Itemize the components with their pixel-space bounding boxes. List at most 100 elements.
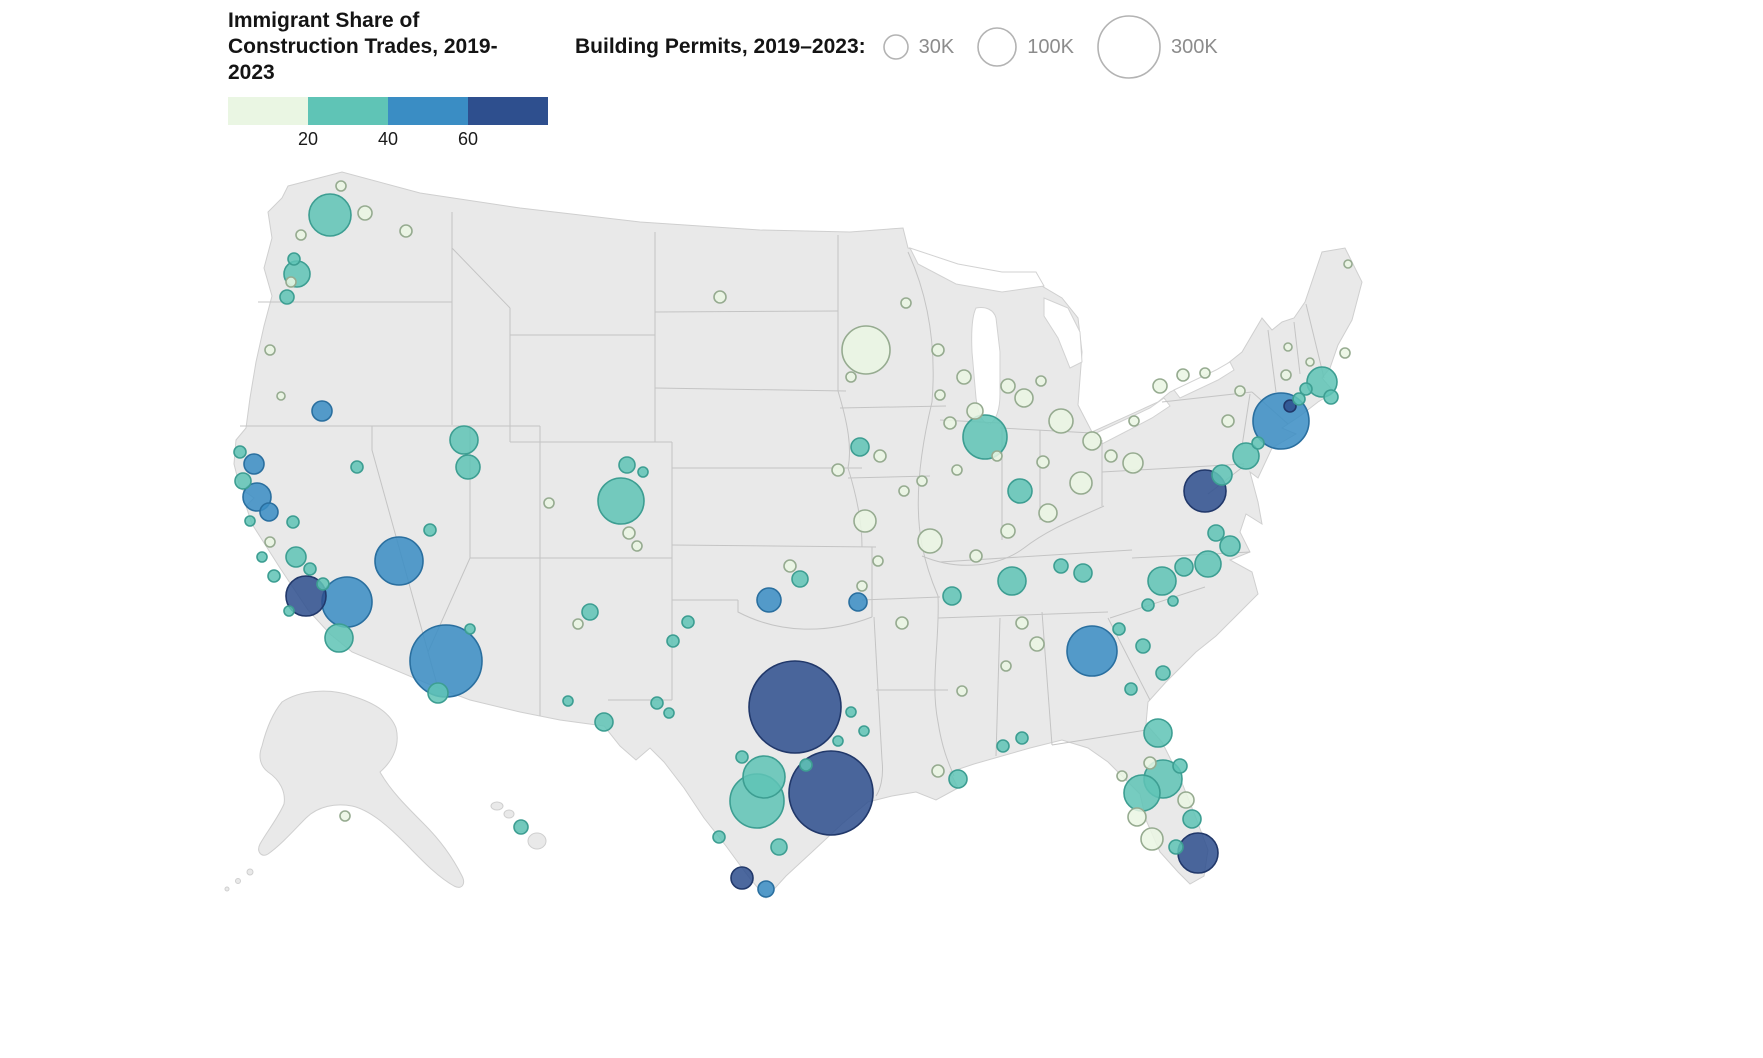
metro-bubble[interactable]	[339, 810, 351, 822]
metro-bubble[interactable]	[1211, 464, 1233, 486]
metro-bubble[interactable]	[895, 616, 909, 630]
metro-bubble[interactable]	[631, 540, 643, 552]
metro-bubble[interactable]	[1207, 524, 1225, 542]
metro-bubble[interactable]	[637, 466, 649, 478]
metro-bubble[interactable]	[850, 437, 870, 457]
metro-bubble[interactable]	[259, 502, 279, 522]
metro-bubble[interactable]	[1104, 449, 1118, 463]
metro-bubble[interactable]	[1167, 595, 1179, 607]
metro-bubble[interactable]	[650, 696, 664, 710]
metro-bubble[interactable]	[845, 706, 857, 718]
metro-bubble[interactable]	[285, 546, 307, 568]
metro-bubble[interactable]	[856, 580, 868, 592]
metro-bubble[interactable]	[1000, 523, 1016, 539]
metro-bubble[interactable]	[1172, 758, 1188, 774]
metro-bubble[interactable]	[1122, 452, 1144, 474]
metro-bubble[interactable]	[1036, 455, 1050, 469]
metro-bubble[interactable]	[622, 526, 636, 540]
metro-bubble[interactable]	[858, 725, 870, 737]
metro-bubble[interactable]	[285, 575, 327, 617]
metro-bubble[interactable]	[316, 577, 330, 591]
metro-bubble[interactable]	[264, 344, 276, 356]
metro-bubble[interactable]	[681, 615, 695, 629]
metro-bubble[interactable]	[1147, 566, 1177, 596]
metro-bubble[interactable]	[942, 586, 962, 606]
metro-bubble[interactable]	[264, 536, 276, 548]
metro-bubble[interactable]	[735, 750, 749, 764]
metro-bubble[interactable]	[791, 570, 809, 588]
metro-bubble[interactable]	[1015, 731, 1029, 745]
metro-bubble[interactable]	[770, 838, 788, 856]
metro-bubble[interactable]	[572, 618, 584, 630]
metro-bubble[interactable]	[742, 755, 786, 799]
metro-bubble[interactable]	[1048, 408, 1074, 434]
metro-bubble[interactable]	[357, 205, 373, 221]
metro-bubble[interactable]	[873, 449, 887, 463]
metro-bubble[interactable]	[712, 830, 726, 844]
metro-bubble[interactable]	[597, 477, 645, 525]
metro-bubble[interactable]	[1143, 756, 1157, 770]
metro-bubble[interactable]	[1053, 558, 1069, 574]
metro-bubble[interactable]	[756, 587, 782, 613]
metro-bubble[interactable]	[350, 460, 364, 474]
metro-bubble[interactable]	[449, 425, 479, 455]
metro-bubble[interactable]	[233, 445, 247, 459]
metro-bubble[interactable]	[1135, 638, 1151, 654]
metro-bubble[interactable]	[1128, 415, 1140, 427]
metro-bubble[interactable]	[279, 289, 295, 305]
metro-bubble[interactable]	[308, 193, 352, 237]
metro-bubble[interactable]	[956, 685, 968, 697]
metro-bubble[interactable]	[997, 566, 1027, 596]
metro-bubble[interactable]	[1112, 622, 1126, 636]
metro-bubble[interactable]	[663, 707, 675, 719]
metro-bubble[interactable]	[1069, 471, 1093, 495]
metro-bubble[interactable]	[1182, 809, 1202, 829]
metro-bubble[interactable]	[244, 515, 256, 527]
metro-bubble[interactable]	[1127, 807, 1147, 827]
metro-bubble[interactable]	[991, 450, 1003, 462]
metro-bubble[interactable]	[562, 695, 574, 707]
metro-bubble[interactable]	[1280, 369, 1292, 381]
metro-bubble[interactable]	[996, 739, 1010, 753]
metro-bubble[interactable]	[1292, 392, 1306, 406]
metro-bubble[interactable]	[1299, 382, 1313, 396]
metro-bubble[interactable]	[841, 325, 891, 375]
metro-bubble[interactable]	[324, 623, 354, 653]
metro-bubble[interactable]	[1029, 636, 1045, 652]
metro-bubble[interactable]	[1035, 375, 1047, 387]
metro-bubble[interactable]	[757, 880, 775, 898]
metro-bubble[interactable]	[788, 750, 874, 836]
metro-bubble[interactable]	[1143, 718, 1173, 748]
metro-bubble[interactable]	[1221, 414, 1235, 428]
metro-bubble[interactable]	[831, 463, 845, 477]
metro-bubble[interactable]	[581, 603, 599, 621]
metro-bubble[interactable]	[917, 528, 943, 554]
metro-bubble[interactable]	[853, 509, 877, 533]
metro-bubble[interactable]	[1176, 368, 1190, 382]
metro-bubble[interactable]	[1339, 347, 1351, 359]
metro-bubble[interactable]	[951, 464, 963, 476]
metro-bubble[interactable]	[1140, 827, 1164, 851]
metro-bubble[interactable]	[1323, 389, 1339, 405]
metro-bubble[interactable]	[1283, 399, 1297, 413]
metro-bubble[interactable]	[1199, 367, 1211, 379]
metro-bubble[interactable]	[845, 371, 857, 383]
metro-bubble[interactable]	[267, 569, 281, 583]
metro-bubble[interactable]	[256, 551, 268, 563]
metro-bubble[interactable]	[962, 414, 1008, 460]
metro-bubble[interactable]	[423, 523, 437, 537]
metro-bubble[interactable]	[283, 605, 295, 617]
metro-bubble[interactable]	[1038, 503, 1058, 523]
metro-bubble[interactable]	[1343, 259, 1353, 269]
metro-bubble[interactable]	[872, 555, 884, 567]
metro-bubble[interactable]	[1177, 791, 1195, 809]
metro-bubble[interactable]	[335, 180, 347, 192]
metro-bubble[interactable]	[1066, 625, 1118, 677]
metro-bubble[interactable]	[848, 592, 868, 612]
metro-bubble[interactable]	[1232, 442, 1260, 470]
metro-bubble[interactable]	[948, 769, 968, 789]
metro-bubble[interactable]	[730, 866, 754, 890]
metro-bubble[interactable]	[799, 758, 813, 772]
metro-bubble[interactable]	[966, 402, 984, 420]
metro-bubble[interactable]	[1194, 550, 1222, 578]
